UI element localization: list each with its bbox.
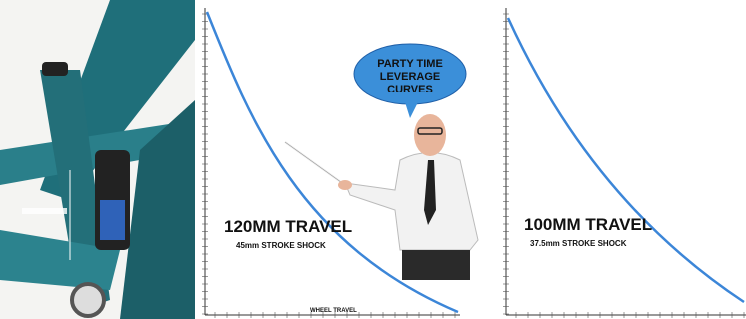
panel-subtitle: 37.5mm STROKE SHOCK: [530, 239, 627, 248]
panel-subtitle: 45mm STROKE SHOCK: [236, 241, 326, 250]
bike-photo: [0, 0, 195, 319]
x-axis-label: WHEEL TRAVEL: [310, 308, 357, 314]
panel-title: 120MM TRAVEL: [224, 217, 352, 236]
composite-image: 120MM TRAVEL 45mm STROKE SHOCK WHEEL TRA…: [0, 0, 746, 319]
panel-title: 100MM TRAVEL: [524, 215, 652, 234]
bubble-text: PARTY TIME LEVERAGE CURVES: [365, 58, 455, 92]
